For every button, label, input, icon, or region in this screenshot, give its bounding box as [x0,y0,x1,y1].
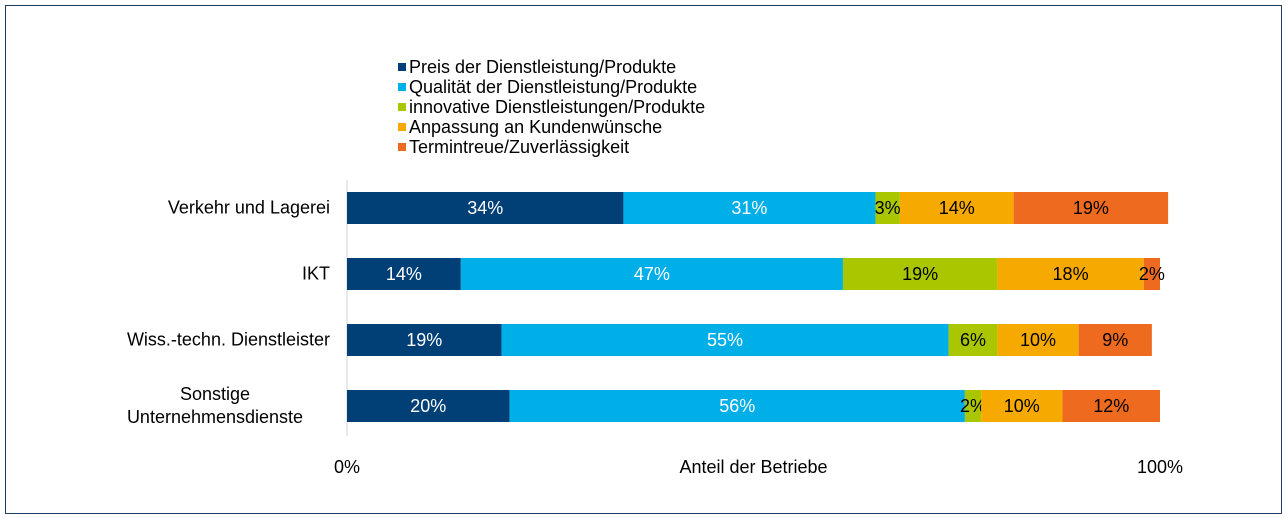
value-label: 2% [1139,264,1165,284]
category-label: Wiss.-techn. Dienstleister [126,329,330,350]
category-label: IKT [301,263,330,284]
legend-label: Qualität der Dienstleistung/Produkte [409,77,697,97]
value-label: 19% [902,264,938,284]
legend-label: Termintreue/Zuverlässigkeit [409,137,629,157]
legend-swatch [398,143,406,151]
category-label: Sonstige Unternehmensdienste [126,384,304,427]
legend-swatch [398,83,406,91]
value-label: 19% [1073,198,1109,218]
bar-segment [997,258,1144,290]
value-label: 2% [960,396,986,416]
x-tick-label: 0% [334,457,360,477]
bar-segment [1143,258,1160,290]
bar-segment [501,324,949,356]
value-label: 6% [960,330,986,350]
value-label: 12% [1093,396,1129,416]
bar-segment [347,192,624,224]
value-label: 9% [1102,330,1128,350]
x-axis-label: Anteil der Betriebe [679,457,827,477]
category-label: Verkehr und Lagerei [167,197,330,218]
bar-segment [1013,192,1169,224]
value-label: 18% [1053,264,1089,284]
bar-segment [875,192,900,224]
bar-segment [1062,390,1160,422]
bar-segment [347,258,461,290]
bar-segment [964,390,982,422]
value-label: 20% [410,396,446,416]
legend-label: innovative Dienstleistungen/Produkte [409,97,705,117]
value-label: 14% [939,198,975,218]
bar-segment [899,192,1014,224]
bar-segment [1078,324,1152,356]
value-label: 47% [634,264,670,284]
legend-label: Preis der Dienstleistung/Produkte [409,57,676,77]
value-label: 55% [707,330,743,350]
bar-segment [842,258,998,290]
value-label: 56% [719,396,755,416]
value-label: 3% [875,198,901,218]
value-label: 10% [1004,396,1040,416]
legend-swatch [398,103,406,111]
bar-segment [347,324,502,356]
value-label: 34% [467,198,503,218]
value-label: 31% [731,198,767,218]
value-label: 14% [386,264,422,284]
bar-segment [347,390,510,422]
value-label: 10% [1020,330,1056,350]
bar-segment [460,258,843,290]
bar-segment [997,324,1079,356]
bar-segment [948,324,998,356]
value-label: 19% [406,330,442,350]
legend-swatch [398,123,406,131]
legend-swatch [398,63,406,71]
bar-segment [981,390,1063,422]
x-tick-label: 100% [1137,457,1183,477]
bar-segment [623,192,876,224]
legend-label: Anpassung an Kundenwünsche [409,117,662,137]
bar-segment [509,390,965,422]
